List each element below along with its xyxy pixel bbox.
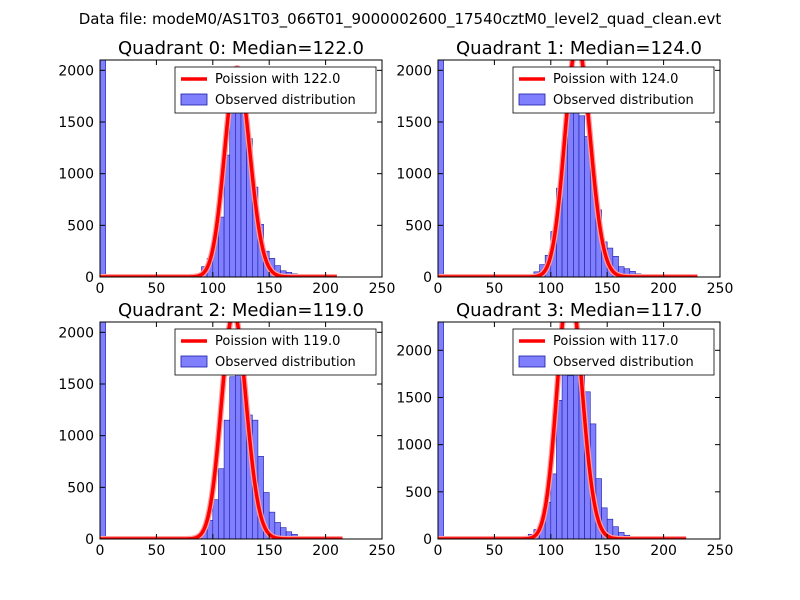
x-tick-label: 0 xyxy=(96,281,105,297)
y-tick-label: 0 xyxy=(85,532,94,548)
legend-label: Poission with 124.0 xyxy=(553,72,678,87)
histogram-bar xyxy=(573,349,580,539)
x-tick-label: 50 xyxy=(485,281,503,297)
legend: Poission with 124.0 Observed distribution xyxy=(512,66,715,114)
y-tick-label: 500 xyxy=(67,218,94,234)
chart-title: Quadrant 3: Median=117.0 xyxy=(456,300,702,321)
x-tick-label: 250 xyxy=(707,543,734,559)
y-tick-label: 1500 xyxy=(58,377,94,393)
x-tick-label: 250 xyxy=(369,543,396,559)
plot-area xyxy=(438,322,689,539)
histogram-bar xyxy=(100,322,106,539)
legend-bar-swatch xyxy=(180,93,208,106)
chart-title: Quadrant 1: Median=124.0 xyxy=(456,38,702,59)
x-tick-label: 200 xyxy=(312,543,339,559)
y-tick-label: 2000 xyxy=(396,343,432,359)
legend-bar-swatch xyxy=(180,355,208,368)
y-tick-label: 2000 xyxy=(58,325,94,341)
legend: Poission with 119.0 Observed distribution xyxy=(174,328,377,376)
y-tick-label: 0 xyxy=(423,270,432,286)
legend-label: Poission with 122.0 xyxy=(215,72,340,87)
legend-box xyxy=(174,328,377,376)
y-tick-label: 2000 xyxy=(396,63,432,79)
y-tick-label: 1500 xyxy=(396,390,432,406)
x-tick-label: 150 xyxy=(594,543,621,559)
histogram-bar xyxy=(212,499,219,539)
x-tick-label: 50 xyxy=(485,543,503,559)
x-tick-label: 0 xyxy=(96,543,105,559)
x-tick-label: 200 xyxy=(312,281,339,297)
chart-title: Quadrant 0: Median=122.0 xyxy=(118,38,364,59)
axes-frame xyxy=(99,59,383,278)
y-tick-label: 500 xyxy=(405,485,432,501)
legend-label: Observed distribution xyxy=(553,355,694,370)
legend-label: Poission with 119.0 xyxy=(215,334,340,349)
x-tick-label: 100 xyxy=(199,281,226,297)
x-tick-label: 250 xyxy=(369,281,396,297)
plot-area xyxy=(100,322,345,539)
x-tick-label: 50 xyxy=(147,543,165,559)
y-tick-label: 1000 xyxy=(396,438,432,454)
y-tick-label: 1500 xyxy=(58,115,94,131)
chart-panel-1: 0 50 100 150 200 250 0 500 1000 1500 2000 Quadrant … xyxy=(396,38,733,297)
legend-label: Observed distribution xyxy=(215,355,356,370)
x-tick-label: 100 xyxy=(199,543,226,559)
poisson-fit-line xyxy=(438,322,687,539)
y-tick-label: 1000 xyxy=(396,167,432,183)
y-tick-label: 2000 xyxy=(58,63,94,79)
legend: Poission with 122.0 Observed distribution xyxy=(174,66,377,114)
x-tick-label: 50 xyxy=(147,281,165,297)
y-tick-label: 0 xyxy=(423,532,432,548)
legend-label: Poission with 117.0 xyxy=(553,334,678,349)
y-tick-label: 1500 xyxy=(396,115,432,131)
histogram-bar xyxy=(229,376,236,539)
y-tick-label: 0 xyxy=(85,270,94,286)
legend-label: Observed distribution xyxy=(215,93,356,108)
chart-panel-3: 0 50 100 150 200 250 0 500 1000 1500 2000 Quadrant … xyxy=(396,300,734,559)
legend-box xyxy=(512,328,715,376)
legend-bar-swatch xyxy=(518,355,546,368)
legend-label: Observed distribution xyxy=(553,93,694,108)
histogram-bar xyxy=(100,60,106,277)
figure-title: Data file: modeM0/AS1T03_066T01_90000026… xyxy=(79,10,722,29)
histogram-bar xyxy=(578,115,585,277)
poisson-fit-line xyxy=(100,322,344,539)
y-tick-label: 1000 xyxy=(58,167,94,183)
axes-frame xyxy=(437,59,721,278)
axes-frame xyxy=(437,321,721,540)
chart-panel-0: 0 50 100 150 200 250 0 500 1000 1500 2000 Quadrant … xyxy=(58,38,395,297)
y-tick-label: 1000 xyxy=(58,429,94,445)
histogram-bar xyxy=(218,468,225,539)
x-tick-label: 150 xyxy=(256,281,283,297)
y-tick-label: 500 xyxy=(67,480,94,496)
x-tick-label: 250 xyxy=(707,281,734,297)
histogram-bar xyxy=(438,60,444,277)
legend: Poission with 117.0 Observed distribution xyxy=(512,328,715,376)
axes-frame xyxy=(99,321,383,540)
chart-panel-2: 0 50 100 150 200 250 0 500 1000 1500 2000 Quadrant … xyxy=(58,300,395,559)
histogram-bar xyxy=(229,107,236,277)
histogram-bar xyxy=(438,322,444,539)
legend-bar-swatch xyxy=(518,93,546,106)
x-tick-label: 200 xyxy=(650,281,677,297)
x-tick-label: 0 xyxy=(434,281,443,297)
legend-box xyxy=(174,66,377,114)
x-tick-label: 150 xyxy=(256,543,283,559)
legend-box xyxy=(512,66,715,114)
histogram-bar xyxy=(567,375,574,539)
y-tick-label: 500 xyxy=(405,218,432,234)
x-tick-label: 100 xyxy=(537,543,564,559)
x-tick-label: 0 xyxy=(434,543,443,559)
x-tick-label: 200 xyxy=(650,543,677,559)
histogram-bar xyxy=(223,419,231,539)
histogram-bar xyxy=(561,350,569,539)
x-tick-label: 150 xyxy=(594,281,621,297)
x-tick-label: 100 xyxy=(537,281,564,297)
chart-title: Quadrant 2: Median=119.0 xyxy=(118,300,364,321)
